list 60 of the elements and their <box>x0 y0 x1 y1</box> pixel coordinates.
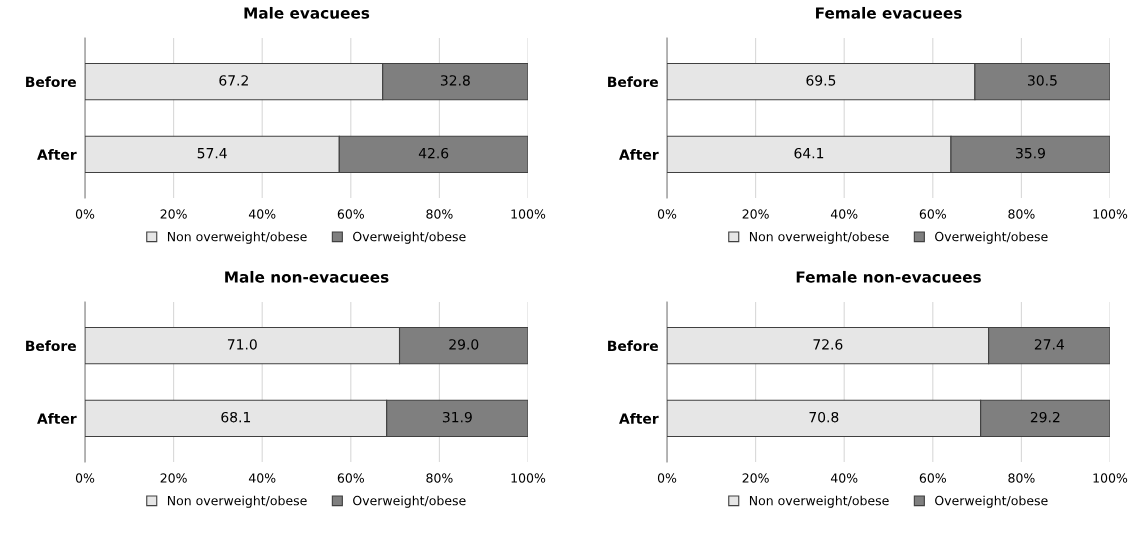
x-tick-label: 80% <box>426 209 453 219</box>
x-tick-label: 60% <box>919 473 946 483</box>
x-tick-label: 20% <box>160 473 187 483</box>
legend-label: Overweight/obese <box>353 231 466 244</box>
data-label: 29.0 <box>449 339 479 350</box>
y-tick-label: Before <box>608 340 658 352</box>
y-tick-label: Before <box>26 340 76 352</box>
x-tick-label: 80% <box>1008 209 1035 219</box>
legend-label: Overweight/obese <box>935 231 1048 244</box>
legend-label: Overweight/obese <box>353 495 466 508</box>
x-tick-label: 80% <box>1008 473 1035 483</box>
data-label: 72.6 <box>813 339 843 350</box>
data-label: 27.4 <box>1034 339 1064 350</box>
y-tick-label: After <box>619 413 659 424</box>
data-label: 71.0 <box>227 339 257 350</box>
x-tick-label: 100% <box>1093 473 1128 483</box>
legend-label: Non overweight/obese <box>167 231 307 244</box>
x-tick-label: 40% <box>830 473 858 483</box>
x-tick-label: 60% <box>919 209 946 219</box>
y-tick-label: Before <box>26 76 76 88</box>
y-tick-label: After <box>37 413 77 424</box>
legend-label: Non overweight/obese <box>167 495 307 508</box>
y-tick-label: Before <box>608 76 658 88</box>
data-label: 30.5 <box>1028 75 1057 86</box>
x-tick-label: 20% <box>742 473 769 483</box>
legend-label: Non overweight/obese <box>749 495 889 508</box>
x-tick-label: 100% <box>1093 209 1128 219</box>
chart-title: Male non-evacuees <box>225 270 389 283</box>
x-tick-label: 60% <box>337 209 364 219</box>
data-label: 29.2 <box>1030 411 1060 423</box>
x-tick-label: 0% <box>75 473 95 483</box>
x-tick-label: 40% <box>248 209 276 219</box>
data-label: 64.1 <box>794 147 824 159</box>
data-label: 69.5 <box>806 75 836 86</box>
legend-label: Non overweight/obese <box>749 231 889 244</box>
data-label: 31.9 <box>442 411 472 423</box>
y-tick-label: After <box>37 149 77 160</box>
x-tick-label: 100% <box>511 209 546 219</box>
data-label: 42.6 <box>418 147 449 159</box>
chart-title: Female evacuees <box>816 6 962 19</box>
data-label: 68.1 <box>221 411 251 423</box>
chart-title: Female non-evacuees <box>796 270 981 283</box>
x-tick-label: 60% <box>337 473 364 483</box>
data-label: 57.4 <box>197 148 227 159</box>
data-label: 35.9 <box>1016 147 1045 159</box>
data-label: 32.8 <box>440 75 470 86</box>
y-tick-label: After <box>619 149 659 160</box>
x-tick-label: 0% <box>657 473 677 483</box>
x-tick-label: 80% <box>426 473 453 483</box>
x-tick-label: 40% <box>830 209 858 219</box>
data-label: 67.2 <box>219 75 248 86</box>
x-tick-label: 20% <box>742 209 769 219</box>
legend-label: Overweight/obese <box>935 495 1048 508</box>
x-tick-label: 40% <box>248 473 276 483</box>
x-tick-label: 0% <box>657 209 677 219</box>
x-tick-label: 100% <box>511 473 546 483</box>
x-tick-label: 0% <box>75 209 95 219</box>
chart-title: Male evacuees <box>244 6 370 19</box>
x-tick-label: 20% <box>160 209 187 219</box>
data-label: 70.8 <box>809 411 839 423</box>
